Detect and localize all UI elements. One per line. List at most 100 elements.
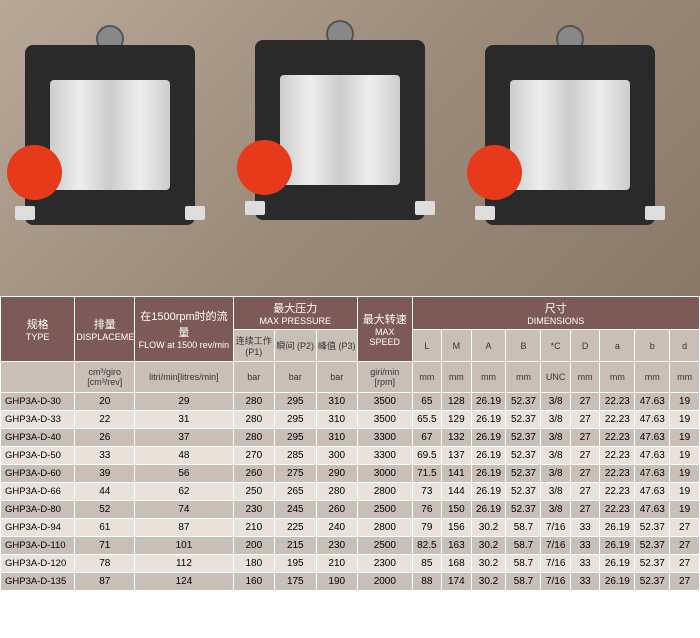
hdr-type: 规格TYPE	[1, 297, 75, 362]
sub-p1: 连续工作(P1)	[233, 330, 274, 362]
cell-A: 30.2	[471, 537, 506, 555]
cell-A: 26.19	[471, 411, 506, 429]
sub-b: b	[635, 330, 670, 362]
unit-flow: litri/min[litres/min]	[135, 362, 233, 393]
cell-type: GHP3A-D-33	[1, 411, 75, 429]
cell-disp: 44	[75, 483, 135, 501]
cell-B: 52.37	[506, 465, 541, 483]
unit-C: UNC	[541, 362, 570, 393]
cell-C: 3/8	[541, 501, 570, 519]
cell-C: 3/8	[541, 447, 570, 465]
table-row: GHP3A-D-94618721022524028007915630.258.7…	[1, 519, 700, 537]
cell-d: 19	[670, 411, 700, 429]
cell-A: 30.2	[471, 573, 506, 591]
cell-type: GHP3A-D-50	[1, 447, 75, 465]
cell-L: 85	[412, 555, 441, 573]
cell-flow: 124	[135, 573, 233, 591]
cell-C: 3/8	[541, 393, 570, 411]
cell-C: 7/16	[541, 555, 570, 573]
cell-A: 26.19	[471, 501, 506, 519]
cell-a: 22.23	[600, 429, 635, 447]
cell-d: 27	[670, 573, 700, 591]
cell-p2: 295	[275, 393, 316, 411]
hdr-dims: 尺寸DIMENSIONS	[412, 297, 699, 330]
cell-d: 19	[670, 429, 700, 447]
cell-disp: 61	[75, 519, 135, 537]
cell-d: 27	[670, 519, 700, 537]
cell-p2: 195	[275, 555, 316, 573]
cell-b: 52.37	[635, 555, 670, 573]
cell-type: GHP3A-D-80	[1, 501, 75, 519]
cell-p1: 270	[233, 447, 274, 465]
cell-d: 19	[670, 483, 700, 501]
cell-p2: 225	[275, 519, 316, 537]
cell-D: 27	[570, 447, 599, 465]
sub-C: *C	[541, 330, 570, 362]
cell-D: 27	[570, 483, 599, 501]
cell-b: 47.63	[635, 429, 670, 447]
cell-B: 58.7	[506, 555, 541, 573]
cell-spd: 3500	[358, 411, 413, 429]
cell-p1: 160	[233, 573, 274, 591]
cell-flow: 101	[135, 537, 233, 555]
table-row: GHP3A-D-332231280295310350065.512926.195…	[1, 411, 700, 429]
cell-p1: 260	[233, 465, 274, 483]
cell-b: 47.63	[635, 501, 670, 519]
cell-disp: 87	[75, 573, 135, 591]
cell-disp: 71	[75, 537, 135, 555]
table-row: GHP3A-D-40263728029531033006713226.1952.…	[1, 429, 700, 447]
pump-image	[15, 25, 205, 235]
table-row: GHP3A-D-503348270285300330069.513726.195…	[1, 447, 700, 465]
table-row: GHP3A-D-30202928029531035006512826.1952.…	[1, 393, 700, 411]
cell-p2: 285	[275, 447, 316, 465]
cell-D: 27	[570, 429, 599, 447]
cell-p3: 300	[316, 447, 357, 465]
cell-L: 79	[412, 519, 441, 537]
cell-M: 144	[442, 483, 471, 501]
cell-B: 58.7	[506, 537, 541, 555]
cell-p1: 210	[233, 519, 274, 537]
cell-p3: 310	[316, 429, 357, 447]
cell-M: 150	[442, 501, 471, 519]
unit-L: mm	[412, 362, 441, 393]
sub-p2: 瞬间 (P2)	[275, 330, 316, 362]
cell-p1: 230	[233, 501, 274, 519]
sub-a: a	[600, 330, 635, 362]
product-photo	[0, 0, 700, 296]
cell-flow: 56	[135, 465, 233, 483]
unit-d: mm	[670, 362, 700, 393]
cell-d: 27	[670, 537, 700, 555]
cell-p3: 240	[316, 519, 357, 537]
cell-disp: 20	[75, 393, 135, 411]
cell-C: 3/8	[541, 411, 570, 429]
cell-M: 128	[442, 393, 471, 411]
cell-D: 27	[570, 501, 599, 519]
cell-d: 19	[670, 501, 700, 519]
unit-blank	[1, 362, 75, 393]
cell-p3: 280	[316, 483, 357, 501]
cell-A: 30.2	[471, 519, 506, 537]
cell-type: GHP3A-D-30	[1, 393, 75, 411]
cell-flow: 29	[135, 393, 233, 411]
cell-C: 3/8	[541, 429, 570, 447]
sub-p3: 峰值 (P3)	[316, 330, 357, 362]
cell-M: 156	[442, 519, 471, 537]
cell-D: 27	[570, 465, 599, 483]
cell-flow: 74	[135, 501, 233, 519]
cell-C: 3/8	[541, 483, 570, 501]
cell-C: 7/16	[541, 519, 570, 537]
cell-p3: 310	[316, 393, 357, 411]
cell-b: 47.63	[635, 465, 670, 483]
cell-M: 137	[442, 447, 471, 465]
cell-p2: 275	[275, 465, 316, 483]
cell-C: 3/8	[541, 465, 570, 483]
cell-p3: 260	[316, 501, 357, 519]
table-row: GHP3A-D-66446225026528028007314426.1952.…	[1, 483, 700, 501]
cell-b: 52.37	[635, 573, 670, 591]
cell-D: 27	[570, 393, 599, 411]
cell-B: 58.7	[506, 573, 541, 591]
cell-D: 33	[570, 519, 599, 537]
cell-L: 76	[412, 501, 441, 519]
cell-L: 71.5	[412, 465, 441, 483]
cell-disp: 22	[75, 411, 135, 429]
